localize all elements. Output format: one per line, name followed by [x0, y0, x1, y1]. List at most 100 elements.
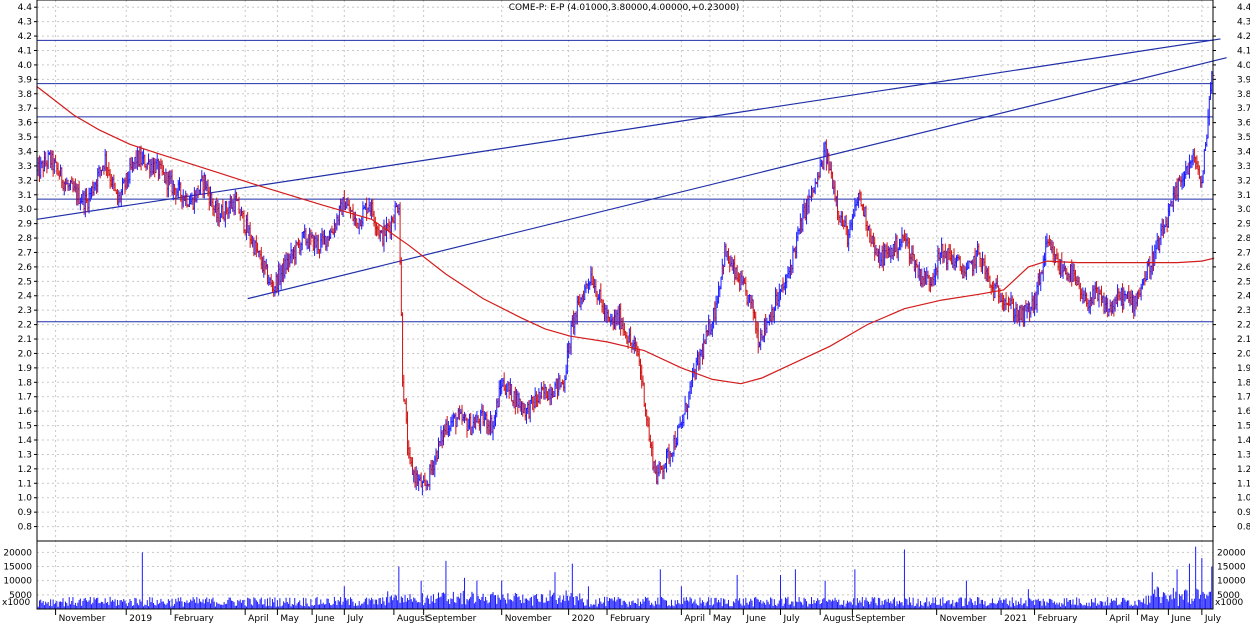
time-tick-label: July [346, 614, 364, 624]
price-tick-label-right: 3.0 [1237, 205, 1250, 215]
time-tick-label: August [397, 614, 429, 624]
price-tick-label-right: 2.6 [1237, 263, 1250, 273]
price-tick-label-left: 2.6 [18, 263, 33, 273]
price-tick-label-left: 2.2 [18, 321, 32, 331]
price-tick-label-right: 0.9 [1237, 508, 1250, 518]
time-tick-label: July [783, 614, 801, 624]
plot-frames [36, 0, 1214, 610]
horizontal-support-lines [37, 39, 1213, 323]
price-tick-label-left: 4.1 [18, 46, 32, 56]
price-tick-label-left: 1.2 [18, 465, 32, 475]
price-tick-label-left: 1.7 [18, 393, 32, 403]
price-tick-label-left: 2.4 [18, 292, 33, 302]
volume-tick-label-right: 15000 [1217, 563, 1246, 573]
price-tick-label-left: 2.3 [18, 306, 32, 316]
price-tick-label-left: 3.8 [18, 90, 33, 100]
price-tick-label-right: 3.1 [1237, 191, 1250, 201]
price-tick-label-left: 1.4 [18, 436, 33, 446]
price-tick-label-right: 1.8 [1237, 378, 1250, 388]
moving-average-line [36, 86, 1215, 385]
time-tick-label: June [314, 614, 335, 624]
time-tick-label: May [280, 614, 299, 624]
price-tick-label-left: 3.4 [18, 147, 33, 157]
time-tick-label: November [59, 614, 106, 624]
price-tick-label-left: 3.7 [18, 104, 32, 114]
price-tick-label-right: 3.2 [1237, 176, 1250, 186]
price-tick-label-right: 2.4 [1237, 292, 1250, 302]
time-tick-label: June [1170, 614, 1191, 624]
price-tick-label-left: 4.4 [18, 3, 33, 13]
price-tick-label-right: 1.9 [1237, 364, 1250, 374]
price-tick-label-left: 3.0 [18, 205, 33, 215]
price-tick-label-right: 2.5 [1237, 277, 1250, 287]
time-tick-label: June [745, 614, 766, 624]
volume-tick-label-left: 5000 [9, 591, 32, 601]
price-tick-label-right: 1.7 [1237, 393, 1250, 403]
price-tick-label-left: 4.2 [18, 32, 32, 42]
volume-unit-right: x1000 [1215, 598, 1244, 608]
price-tick-label-left: 1.3 [18, 450, 32, 460]
price-tick-label-left: 2.1 [18, 335, 32, 345]
volume-axis: 5000 5000 10000 10000 15000 15000 20000 20000 x1… [2, 548, 1246, 608]
chart-title: COME-P: E-P (4.01000,3.80000,4.00000,+0.… [509, 3, 740, 13]
price-tick-label-left: 1.9 [18, 364, 33, 374]
price-tick-label-right: 4.4 [1237, 3, 1250, 13]
price-tick-label-left: 3.9 [18, 75, 33, 85]
time-tick-label: February [1038, 614, 1079, 624]
time-tick-label: July [1204, 614, 1222, 624]
volume-tick-label-left: 15000 [3, 563, 32, 573]
time-tick-label: April [1109, 614, 1130, 624]
volume-bars [36, 546, 1214, 609]
price-tick-label-right: 2.2 [1237, 321, 1250, 331]
time-tick-label: April [248, 614, 269, 624]
price-tick-label-right: 1.1 [1237, 479, 1250, 489]
price-tick-label-right: 4.1 [1237, 46, 1250, 56]
price-tick-label-right: 3.3 [1237, 162, 1250, 172]
price-tick-label-right: 1.5 [1237, 422, 1250, 432]
volume-tick-label-left: 20000 [3, 548, 32, 558]
time-tick-label: April [684, 614, 705, 624]
time-tick-label: May [1140, 614, 1159, 624]
price-tick-label-left: 0.9 [18, 508, 33, 518]
price-tick-label-right: 2.7 [1237, 248, 1250, 258]
time-tick-label: September [855, 614, 905, 624]
price-tick-label-left: 2.7 [18, 248, 32, 258]
price-tick-label-right: 1.0 [1237, 494, 1250, 504]
time-tick-label: November [505, 614, 552, 624]
time-tick-label: August [823, 614, 855, 624]
price-tick-label-right: 4.0 [1237, 61, 1250, 71]
price-tick-label-right: 2.3 [1237, 306, 1250, 316]
price-tick-label-left: 1.6 [18, 407, 33, 417]
price-tick-label-left: 3.3 [18, 162, 32, 172]
price-axis-left: 0.8 0.9 1.0 1.1 1.2 1.3 1.4 1.5 1.6 1.7 1.8 1.9 2.0 2… [18, 3, 37, 533]
time-tick-label: 2021 [1004, 614, 1027, 624]
price-tick-label-left: 2.9 [18, 220, 33, 230]
price-tick-label-right: 3.4 [1237, 147, 1250, 157]
price-tick-label-left: 2.0 [18, 349, 33, 359]
price-tick-label-right: 4.2 [1237, 32, 1250, 42]
price-tick-label-right: 1.2 [1237, 465, 1250, 475]
price-axis-right: 0.8 0.9 1.0 1.1 1.2 1.3 1.4 1.5 1.6 1.7 1.8 1.9 2.0 2… [1213, 3, 1250, 533]
price-tick-label-right: 4.3 [1237, 18, 1250, 28]
price-bars [36, 70, 1215, 496]
time-tick-label: February [610, 614, 651, 624]
price-tick-label-left: 4.0 [18, 61, 33, 71]
trend-lines [36, 38, 1227, 300]
volume-tick-label-right: 20000 [1217, 548, 1246, 558]
price-tick-label-left: 2.5 [18, 277, 32, 287]
price-tick-label-right: 3.7 [1237, 104, 1250, 114]
price-tick-label-left: 3.1 [18, 191, 32, 201]
volume-tick-label-right: 10000 [1217, 577, 1246, 587]
trend-line [36, 38, 1221, 220]
price-tick-label-right: 2.8 [1237, 234, 1250, 244]
volume-tick-label-left: 10000 [3, 577, 32, 587]
price-panel-frame [36, 0, 1214, 542]
price-tick-label-right: 1.4 [1237, 436, 1250, 446]
price-tick-label-right: 3.9 [1237, 75, 1250, 85]
price-tick-label-left: 4.3 [18, 18, 32, 28]
volume-tick-label-right: 5000 [1217, 591, 1240, 601]
price-tick-label-left: 3.6 [18, 119, 33, 129]
price-tick-label-left: 1.8 [18, 378, 33, 388]
price-tick-label-right: 2.0 [1237, 349, 1250, 359]
